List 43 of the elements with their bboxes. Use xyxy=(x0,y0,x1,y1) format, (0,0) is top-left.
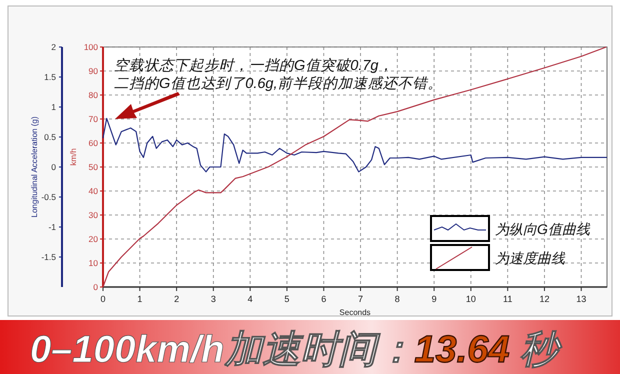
x-tick-label: 6 xyxy=(321,294,326,304)
y-tick-label: 60 xyxy=(88,138,98,148)
annotation: 空载状态下起步时，一挡的G值突破0.7g， xyxy=(114,57,394,74)
x-tick-label: 12 xyxy=(539,294,550,304)
y2-tick-label: -0.5 xyxy=(41,192,56,202)
line-series xyxy=(102,118,608,172)
annotation: 二挡的G值也达到了0.6g,前半段的加速感还不错。 xyxy=(114,76,443,92)
y2-axis-title: Longitudinal Acceleration (g) xyxy=(30,116,39,218)
x-tick-label: 4 xyxy=(248,294,253,304)
y2-tick-label: 0 xyxy=(51,162,56,172)
x-tick-label: 9 xyxy=(432,294,437,304)
y-tick-label: 20 xyxy=(88,234,98,244)
x-tick-label: 3 xyxy=(210,294,216,304)
y-tick-label: 0 xyxy=(93,282,98,292)
x-tick-label: 7 xyxy=(358,294,364,304)
y-tick-label: 90 xyxy=(88,66,98,76)
x-tick-label: 11 xyxy=(503,294,512,304)
y-tick-label: 30 xyxy=(88,210,98,220)
y2-tick-label: 2 xyxy=(51,42,56,52)
y-tick-label: 70 xyxy=(88,114,98,124)
y-tick-label: 50 xyxy=(88,162,98,172)
legend-label: 为纵向G值曲线 xyxy=(495,221,591,237)
y-tick-label: 40 xyxy=(88,186,98,196)
y-tick-label: 10 xyxy=(88,258,98,268)
y2-tick-label: 1.5 xyxy=(44,72,56,82)
x-tick-label: 1 xyxy=(137,294,142,304)
text: 0–100km/h加速时间：13.64 秒 xyxy=(30,329,564,371)
x-tick-label: 2 xyxy=(174,294,180,304)
x-tick-label: 13 xyxy=(576,294,586,304)
line-series xyxy=(102,46,607,288)
y-axis-title: km/h xyxy=(69,148,78,166)
x-tick-label: 5 xyxy=(284,294,290,304)
y2-tick-label: 0.5 xyxy=(44,132,56,142)
legend-label: 为速度曲线 xyxy=(495,250,566,266)
x-tick-label: 10 xyxy=(466,294,476,304)
y2-tick-label: -1 xyxy=(48,222,56,232)
y2-tick-label: -1.5 xyxy=(41,252,56,262)
y-tick-label: 80 xyxy=(88,90,98,100)
y-tick-label: 100 xyxy=(84,42,98,52)
x-tick-label: 8 xyxy=(394,294,400,304)
x-tick-label: 0 xyxy=(100,294,106,304)
x-axis-title: Seconds xyxy=(339,308,371,317)
y2-tick-label: 1 xyxy=(51,102,56,112)
